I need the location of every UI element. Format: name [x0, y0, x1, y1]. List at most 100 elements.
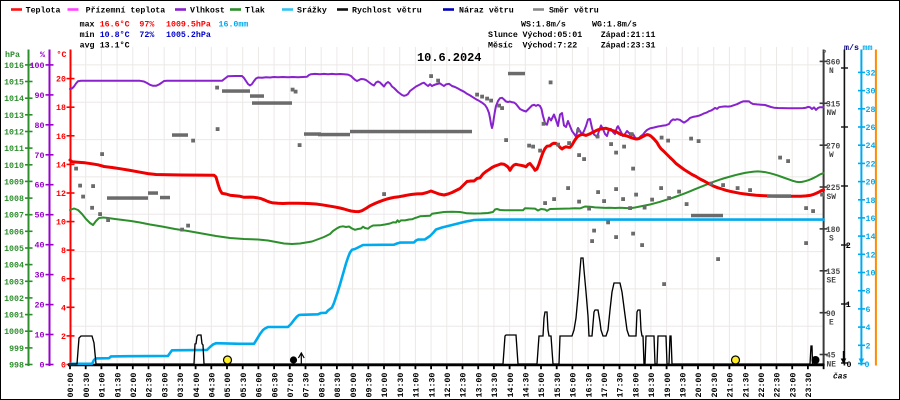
svg-text:°: ° [822, 49, 827, 59]
svg-text:1010: 1010 [4, 162, 24, 171]
svg-text:S: S [829, 235, 834, 244]
svg-text:12: 12 [56, 190, 66, 199]
svg-text:08:30: 08:30 [334, 373, 343, 398]
svg-text:20:00: 20:00 [695, 373, 704, 398]
svg-text:90: 90 [35, 92, 45, 101]
svg-text:19:00: 19:00 [664, 373, 673, 398]
svg-text:20: 20 [56, 76, 66, 85]
svg-text:21:30: 21:30 [742, 373, 751, 398]
svg-text:12:00: 12:00 [444, 373, 453, 398]
svg-text:998: 998 [9, 362, 24, 371]
svg-text:Teplota: Teplota [26, 5, 61, 15]
svg-text:Srážky: Srážky [297, 5, 327, 15]
svg-text:270: 270 [826, 142, 840, 151]
svg-text:Vlhkost: Vlhkost [190, 5, 225, 15]
svg-text:30: 30 [866, 88, 876, 97]
svg-text:1005.2hPa: 1005.2hPa [166, 30, 211, 40]
svg-text:15:30: 15:30 [554, 373, 563, 398]
svg-text:14: 14 [56, 161, 66, 170]
svg-text:W: W [829, 151, 834, 160]
svg-text:0: 0 [847, 361, 852, 370]
svg-text:1006: 1006 [4, 228, 24, 237]
svg-text:135: 135 [826, 268, 840, 277]
svg-text:1011: 1011 [4, 145, 24, 154]
svg-text:1015: 1015 [4, 79, 24, 88]
svg-text:Východ:05:01: Východ:05:01 [523, 30, 583, 40]
svg-text:07:00: 07:00 [287, 373, 296, 398]
svg-text:10: 10 [56, 219, 66, 228]
svg-text:m/s: m/s [844, 43, 859, 53]
svg-text:1003: 1003 [4, 278, 24, 287]
svg-text:02:00: 02:00 [130, 373, 139, 398]
svg-text:1009.5hPa: 1009.5hPa [166, 20, 211, 30]
svg-text:26: 26 [866, 124, 876, 133]
svg-text:12:30: 12:30 [460, 373, 469, 398]
svg-text:90: 90 [826, 310, 836, 319]
svg-text:1005: 1005 [4, 245, 24, 254]
svg-text:40: 40 [35, 242, 45, 251]
svg-text:NE: NE [827, 360, 837, 369]
svg-text:180: 180 [826, 226, 840, 235]
svg-text:14: 14 [866, 233, 876, 242]
svg-text:13:30: 13:30 [491, 373, 500, 398]
svg-text:04:30: 04:30 [209, 373, 218, 398]
svg-text:10.6.2024: 10.6.2024 [417, 51, 482, 65]
svg-text:24: 24 [866, 142, 876, 151]
svg-text:SW: SW [827, 193, 837, 202]
svg-text:hPa: hPa [5, 50, 20, 60]
svg-text:1014: 1014 [4, 95, 24, 104]
svg-text:Západ:23:31: Západ:23:31 [601, 40, 656, 50]
svg-text:03:30: 03:30 [177, 373, 186, 398]
svg-text:E: E [829, 319, 834, 328]
svg-text:%: % [40, 51, 45, 60]
svg-text:1001: 1001 [4, 312, 24, 321]
svg-text:N: N [829, 67, 834, 76]
svg-text:06:30: 06:30 [271, 373, 280, 398]
svg-text:22:30: 22:30 [774, 373, 783, 398]
svg-text:18: 18 [56, 104, 66, 113]
svg-text:Tlak: Tlak [245, 5, 265, 15]
svg-text:07:30: 07:30 [303, 373, 312, 398]
svg-text:16.0mm: 16.0mm [219, 21, 249, 30]
svg-text:Náraz větru: Náraz větru [459, 5, 514, 15]
svg-text:1012: 1012 [4, 129, 24, 138]
svg-text:20:30: 20:30 [711, 373, 720, 398]
svg-text:28: 28 [866, 106, 876, 115]
svg-text:Přízemní teplota: Přízemní teplota [86, 5, 166, 15]
svg-text:1002: 1002 [4, 295, 24, 304]
svg-text:13:00: 13:00 [475, 373, 484, 398]
svg-text:16.6°C: 16.6°C [100, 21, 130, 30]
svg-text:17:00: 17:00 [601, 373, 610, 398]
svg-text:17:30: 17:30 [617, 373, 626, 398]
svg-text:6: 6 [866, 306, 871, 315]
svg-text:čas: čas [833, 373, 847, 382]
svg-text:14:00: 14:00 [507, 373, 516, 398]
svg-text:1013: 1013 [4, 112, 24, 121]
svg-text:1008: 1008 [4, 195, 24, 204]
svg-text:00:00: 00:00 [67, 373, 76, 398]
svg-text:10: 10 [35, 332, 45, 341]
svg-text:4: 4 [61, 304, 66, 313]
svg-text:32: 32 [866, 69, 876, 78]
svg-text:Slunce: Slunce [488, 30, 518, 40]
svg-text:22:00: 22:00 [758, 373, 767, 398]
svg-text:02:30: 02:30 [146, 373, 155, 398]
svg-text:16: 16 [56, 133, 66, 142]
svg-text:00:30: 00:30 [83, 373, 92, 398]
svg-text:15:00: 15:00 [538, 373, 547, 398]
svg-text:10:00: 10:00 [381, 373, 390, 398]
svg-text:WG:1.8m/s: WG:1.8m/s [592, 20, 637, 30]
svg-text:10:30: 10:30 [397, 373, 406, 398]
svg-text:23:30: 23:30 [805, 373, 814, 398]
svg-text:WS:1.8m/s: WS:1.8m/s [521, 20, 566, 30]
svg-text:0: 0 [61, 362, 66, 371]
svg-text:min: min [80, 30, 95, 40]
svg-text:70: 70 [35, 152, 45, 161]
svg-text:10.8°C: 10.8°C [100, 31, 130, 40]
svg-text:30: 30 [35, 272, 45, 281]
svg-text:22: 22 [866, 160, 876, 169]
svg-text:SE: SE [827, 277, 837, 286]
svg-text:09:30: 09:30 [366, 373, 375, 398]
svg-text:315: 315 [826, 101, 840, 110]
svg-text:1000: 1000 [4, 328, 24, 337]
